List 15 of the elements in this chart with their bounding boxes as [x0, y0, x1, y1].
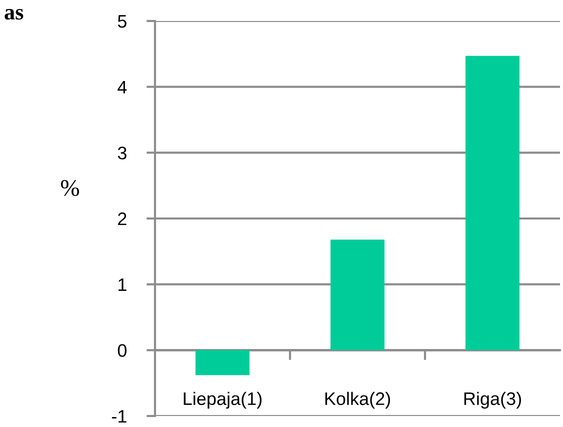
y-tick-label: 1: [118, 278, 126, 291]
bar: [466, 56, 520, 350]
x-tick-label: Kolka(2): [325, 392, 390, 409]
x-tick-label: Riga(3): [464, 392, 521, 409]
y-tick-label: 0: [118, 344, 127, 357]
bar: [196, 350, 250, 376]
y-tick-label: 3: [118, 146, 126, 160]
x-tick-label: Liepaja(1): [184, 392, 262, 409]
y-tick-label: 4: [118, 80, 127, 94]
y-tick-label: 5: [118, 15, 126, 28]
y-tick-label: 2: [118, 212, 126, 226]
bar: [330, 240, 384, 350]
text: as: [4, 8, 24, 20]
y-axis-title: %: [60, 180, 80, 196]
y-tick-label: -1: [112, 410, 126, 423]
